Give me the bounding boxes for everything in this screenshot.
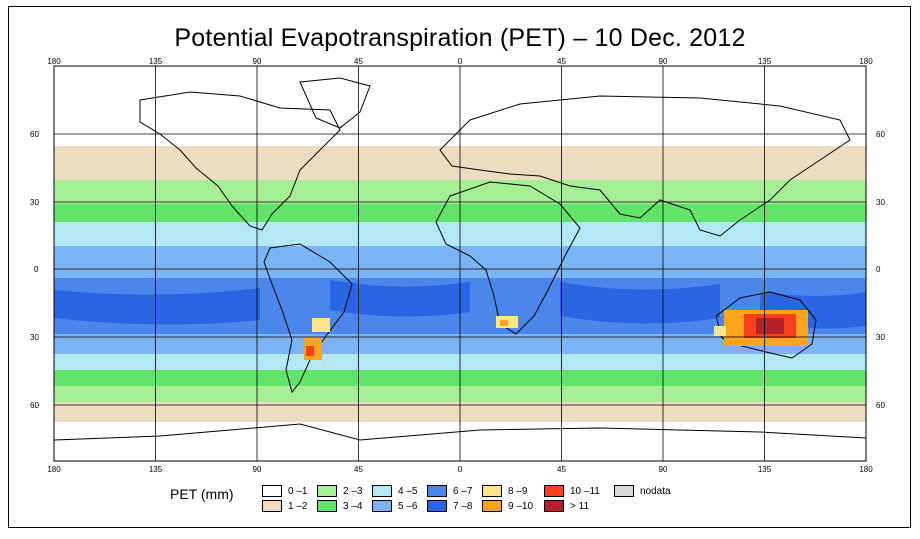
lon-tick-top: 90 <box>659 57 668 66</box>
legend-label-0-1: 0 –1 <box>288 486 308 497</box>
lat-tick-right: 60 <box>876 401 885 410</box>
legend-label-7-8: 7 –8 <box>453 501 473 512</box>
lon-tick-top: 135 <box>758 57 772 66</box>
lon-tick-bottom: 45 <box>557 465 566 474</box>
lat-tick-right: 60 <box>876 130 885 139</box>
lon-tick-bottom: 180 <box>47 465 61 474</box>
lat-tick-left: 30 <box>30 333 39 342</box>
lon-tick-bottom: 90 <box>659 465 668 474</box>
legend-swatch-4-5 <box>372 485 392 497</box>
region-indian-high-pet <box>560 282 720 324</box>
legend-label-6-7: 6 –7 <box>453 486 473 497</box>
lon-tick-top: 45 <box>354 57 363 66</box>
lon-tick-bottom: 180 <box>859 465 873 474</box>
lat-tick-left: 0 <box>34 265 39 274</box>
legend-label-10-11: 10 –11 <box>570 486 600 497</box>
legend-swatch-3-4 <box>317 500 337 512</box>
lon-tick-bottom: 135 <box>758 465 772 474</box>
legend-swatch-2-3 <box>317 485 337 497</box>
lat-tick-right: 0 <box>876 265 881 274</box>
map-title: Potential Evapotranspiration (PET) – 10 … <box>174 24 746 52</box>
legend-label-9-10: 9 –10 <box>508 501 534 512</box>
lon-tick-top: 135 <box>149 57 163 66</box>
lat-ticks-left: 60 30 0 30 60 <box>30 130 39 410</box>
region-pacific-high-pet <box>54 288 260 325</box>
lon-tick-bottom: 90 <box>253 465 262 474</box>
greenland-outline <box>299 77 371 129</box>
legend-label-8-9: 8 –9 <box>508 486 528 497</box>
legend-swatch-6-7 <box>427 485 447 497</box>
lon-tick-bottom: 0 <box>458 465 463 474</box>
lon-ticks-top: 180 135 90 45 0 45 90 135 180 <box>47 57 873 66</box>
lon-ticks-bottom: 180 135 90 45 0 45 90 135 180 <box>47 465 873 474</box>
lat-ticks-right: 60 30 0 30 60 <box>876 130 885 410</box>
legend-swatch-5-6 <box>372 500 392 512</box>
lon-tick-top: 45 <box>557 57 566 66</box>
lat-tick-left: 60 <box>30 401 39 410</box>
legend-swatch-0-1 <box>262 485 282 497</box>
south-america-hotspot <box>304 318 330 360</box>
lon-tick-top: 180 <box>47 57 61 66</box>
europe-asia-outline <box>439 95 851 237</box>
australia-hotspot <box>714 310 808 346</box>
lon-tick-top: 0 <box>458 57 463 66</box>
legend-label-gt-11: > 11 <box>570 501 589 512</box>
legend-swatch-7-8 <box>427 500 447 512</box>
legend-label-2-3: 2 –3 <box>343 486 363 497</box>
legend-swatch-9-10 <box>482 500 502 512</box>
southern-africa-hotspot <box>496 316 518 328</box>
figure-frame <box>8 6 911 528</box>
africa-outline <box>435 181 581 335</box>
legend-label-3-4: 3 –4 <box>343 501 363 512</box>
legend-title: PET (mm) <box>170 486 234 502</box>
legend-label-nodata: nodata <box>640 486 671 497</box>
map-border <box>53 65 867 462</box>
legend-swatch-gt-11 <box>544 500 564 512</box>
region-atlantic-high-pet <box>330 280 470 317</box>
lat-tick-right: 30 <box>876 333 885 342</box>
lon-tick-top: 180 <box>859 57 873 66</box>
antarctica-outline <box>54 423 866 441</box>
legend-label-4-5: 4 –5 <box>398 486 418 497</box>
legend-label-1-2: 1 –2 <box>288 501 308 512</box>
lon-tick-bottom: 135 <box>149 465 163 474</box>
legend-swatch-1-2 <box>262 500 282 512</box>
lat-tick-right: 30 <box>876 198 885 207</box>
lat-tick-left: 30 <box>30 198 39 207</box>
legend-swatch-nodata <box>614 485 634 497</box>
lat-tick-left: 60 <box>30 130 39 139</box>
lon-tick-top: 90 <box>253 57 262 66</box>
legend-swatch-10-11 <box>544 485 564 497</box>
north-america-outline <box>139 91 341 231</box>
lon-tick-bottom: 45 <box>354 465 363 474</box>
graticule <box>54 66 866 461</box>
legend-swatch-8-9 <box>482 485 502 497</box>
legend-label-5-6: 5 –6 <box>398 501 418 512</box>
